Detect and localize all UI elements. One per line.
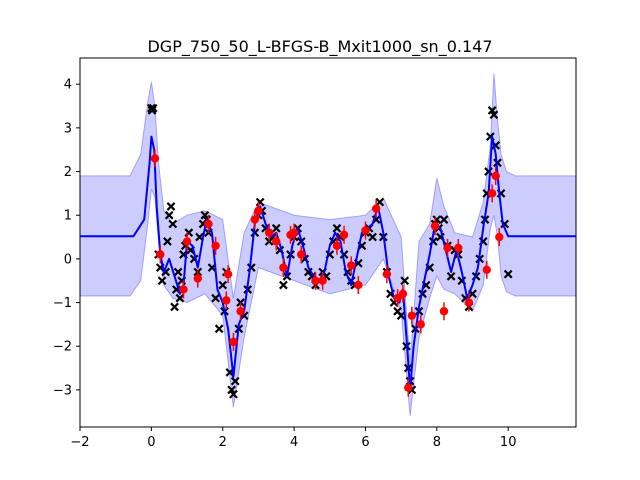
test-point <box>222 296 231 305</box>
test-point <box>443 243 452 253</box>
x-tick-label: −2 <box>70 435 89 450</box>
train-point <box>279 280 288 290</box>
train-point <box>163 237 172 246</box>
train-point <box>170 302 179 312</box>
test-point <box>361 226 370 235</box>
test-point <box>487 189 497 198</box>
train-point <box>375 197 385 207</box>
train-point <box>157 276 167 286</box>
y-tick-label: 1 <box>64 209 72 224</box>
test-point <box>495 232 504 242</box>
y-tick-label: 3 <box>64 121 72 136</box>
test-point <box>354 280 363 290</box>
y-tick-label: −3 <box>53 383 72 398</box>
test-point <box>179 285 188 294</box>
test-point <box>193 274 202 283</box>
train-point <box>164 210 174 220</box>
test-point <box>236 307 245 316</box>
train-point <box>229 389 238 399</box>
test-point <box>482 265 491 274</box>
x-tick-label: 10 <box>500 435 517 450</box>
train-point <box>400 276 410 286</box>
train-point <box>166 202 176 211</box>
test-point <box>491 171 500 181</box>
train-point <box>368 232 377 242</box>
test-point <box>332 241 342 250</box>
test-point <box>229 337 238 347</box>
y-tick-label: 4 <box>64 78 72 93</box>
y-tick-label: −2 <box>53 340 72 355</box>
test-point <box>464 298 474 307</box>
test-point <box>211 241 220 250</box>
x-tick-label: 2 <box>219 435 227 450</box>
chart-title: DGP_750_50_L-BFGS-B_Mxit1000_sn_0.147 <box>147 37 492 57</box>
train-point <box>250 228 260 238</box>
y-tick-label: −1 <box>53 296 72 311</box>
test-point <box>254 206 263 216</box>
x-tick-label: 6 <box>361 435 369 450</box>
test-point <box>407 311 417 320</box>
x-tick-label: 0 <box>147 435 155 450</box>
y-tick-label: 2 <box>64 165 72 180</box>
test-point <box>382 269 392 279</box>
train-point <box>489 110 499 120</box>
x-tick-label: 8 <box>433 435 441 450</box>
test-point <box>454 243 463 253</box>
train-point <box>230 376 240 386</box>
test-point <box>204 219 213 229</box>
train-point <box>173 267 183 277</box>
test-point <box>182 237 192 246</box>
test-point <box>297 250 306 259</box>
test-point <box>318 276 327 285</box>
axes: −2 0 2 4 6 8 10 −3 −2 −1 0 1 2 3 4 <box>53 78 517 450</box>
train-point <box>439 215 449 224</box>
train-point <box>503 269 513 279</box>
test-point <box>279 263 288 272</box>
test-point <box>404 383 413 392</box>
train-point <box>175 293 185 303</box>
test-point <box>311 276 320 285</box>
train-point <box>271 223 281 233</box>
train-point <box>446 271 456 281</box>
confidence-band <box>80 73 576 417</box>
test-point <box>371 204 381 213</box>
test-point <box>272 237 281 246</box>
y-tick-label: 0 <box>64 252 72 267</box>
test-point <box>250 215 260 224</box>
test-point <box>416 320 425 329</box>
test-point <box>430 221 440 231</box>
plot-area <box>80 73 576 417</box>
x-tick-label: 4 <box>290 435 298 450</box>
test-point <box>346 261 356 270</box>
test-point <box>264 228 274 237</box>
test-point <box>156 250 165 259</box>
test-point <box>150 154 160 163</box>
train-point <box>218 280 228 290</box>
test-point <box>339 230 349 240</box>
train-point <box>396 311 406 321</box>
train-point <box>148 103 158 113</box>
test-point <box>439 307 449 316</box>
test-point <box>223 269 233 279</box>
train-point <box>332 223 342 233</box>
test-point <box>398 289 408 299</box>
train-point <box>214 324 224 334</box>
train-point <box>168 219 178 229</box>
test-point <box>289 228 299 237</box>
train-point <box>211 293 220 303</box>
plot-frame <box>79 57 577 428</box>
